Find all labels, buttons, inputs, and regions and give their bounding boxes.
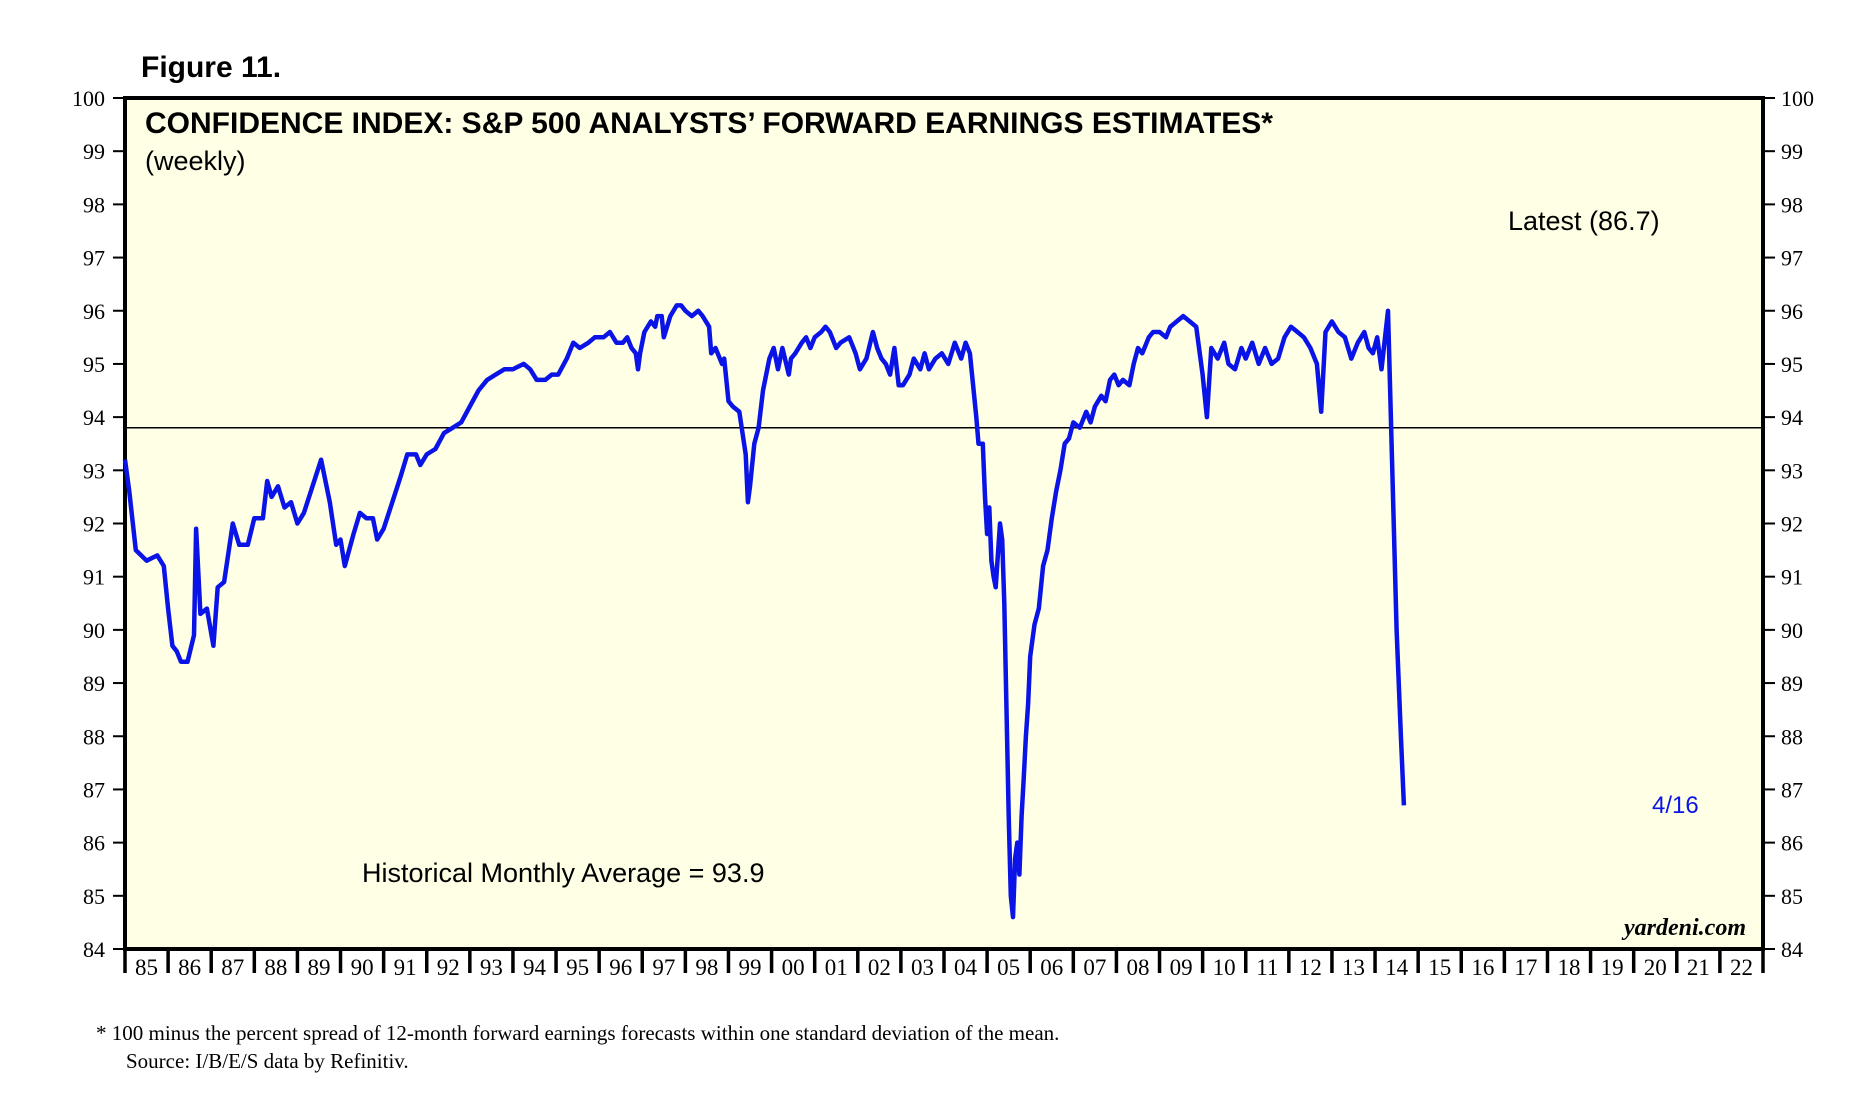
x-tick-label: 09 xyxy=(1170,955,1193,980)
y-tick-label-right: 96 xyxy=(1781,299,1803,324)
y-tick-label-left: 90 xyxy=(83,618,105,643)
x-tick-label: 15 xyxy=(1428,955,1451,980)
footnote-definition: * 100 minus the percent spread of 12-mon… xyxy=(96,1021,1059,1045)
x-tick-label: 14 xyxy=(1385,955,1409,980)
x-tick-label: 07 xyxy=(1083,955,1106,980)
y-tick-label-right: 94 xyxy=(1781,405,1803,430)
y-tick-label-right: 93 xyxy=(1781,458,1803,483)
y-tick-label-right: 95 xyxy=(1781,352,1803,377)
x-tick-label: 91 xyxy=(394,955,417,980)
y-tick-label-right: 91 xyxy=(1781,565,1803,590)
chart-title: CONFIDENCE INDEX: S&P 500 ANALYSTS’ FORW… xyxy=(145,107,1273,140)
y-tick-label-left: 93 xyxy=(83,458,105,483)
y-tick-label-left: 86 xyxy=(83,831,105,856)
x-tick-label: 02 xyxy=(868,955,891,980)
y-tick-label-right: 88 xyxy=(1781,724,1803,749)
y-axis-right: 84 85 86 87 88 89 90 91 92 93 94 95 96 97 98 99 100 xyxy=(1763,86,1814,962)
x-tick-label: 18 xyxy=(1558,955,1581,980)
y-tick-label-left: 87 xyxy=(83,777,105,802)
y-tick-label-right: 98 xyxy=(1781,192,1803,217)
watermark: yardeni.com xyxy=(1621,915,1746,941)
x-tick-label: 04 xyxy=(954,955,978,980)
x-tick-label: 95 xyxy=(566,955,589,980)
x-tick-label: 06 xyxy=(1040,955,1063,980)
y-tick-label-left: 97 xyxy=(83,246,105,271)
x-tick-label: 17 xyxy=(1514,955,1537,980)
y-tick-label-right: 92 xyxy=(1781,512,1803,537)
y-tick-label-left: 100 xyxy=(72,86,105,111)
x-tick-label: 03 xyxy=(911,955,934,980)
y-tick-label-right: 87 xyxy=(1781,777,1803,802)
y-tick-label-right: 84 xyxy=(1781,937,1803,962)
y-tick-label-right: 100 xyxy=(1781,86,1814,111)
y-tick-label-left: 84 xyxy=(83,937,105,962)
x-tick-label: 86 xyxy=(178,955,201,980)
x-tick-label: 99 xyxy=(739,955,762,980)
x-tick-label: 92 xyxy=(437,955,460,980)
x-tick-label: 90 xyxy=(351,955,374,980)
x-tick-label: 89 xyxy=(307,955,330,980)
confidence-index-line xyxy=(122,303,1407,920)
y-tick-label-left: 92 xyxy=(83,512,105,537)
end-date-label: 4/16 xyxy=(1652,792,1699,819)
x-tick-label: 94 xyxy=(523,955,547,980)
y-tick-label-right: 89 xyxy=(1781,671,1803,696)
x-tick-label: 98 xyxy=(695,955,718,980)
x-tick-label: 11 xyxy=(1256,955,1278,980)
chart-subtitle: (weekly) xyxy=(145,146,246,176)
y-axis-left: 84 85 86 87 88 89 90 91 92 93 94 95 96 97 98 99 100 xyxy=(72,86,125,962)
x-tick-label: 01 xyxy=(825,955,848,980)
y-tick-label-left: 94 xyxy=(83,405,105,430)
x-tick-label: 16 xyxy=(1471,955,1494,980)
x-tick-label: 12 xyxy=(1299,955,1322,980)
y-tick-label-right: 99 xyxy=(1781,139,1803,164)
y-tick-label-right: 86 xyxy=(1781,831,1803,856)
average-label: Historical Monthly Average = 93.9 xyxy=(362,858,764,888)
footnote-source: Source: I/B/E/S data by Refinitiv. xyxy=(126,1049,409,1073)
y-tick-label-left: 89 xyxy=(83,671,105,696)
x-tick-label: 13 xyxy=(1342,955,1365,980)
x-tick-label: 85 xyxy=(135,955,158,980)
y-tick-label-left: 99 xyxy=(83,139,105,164)
x-tick-label: 00 xyxy=(782,955,805,980)
x-tick-label: 22 xyxy=(1730,955,1753,980)
x-tick-label: 21 xyxy=(1687,955,1710,980)
x-tick-label: 87 xyxy=(221,955,244,980)
x-tick-label: 93 xyxy=(480,955,503,980)
plot-panel xyxy=(123,96,1765,951)
y-tick-label-left: 88 xyxy=(83,724,105,749)
x-tick-label: 20 xyxy=(1644,955,1667,980)
x-tick-label: 97 xyxy=(652,955,675,980)
x-tick-label: 10 xyxy=(1213,955,1236,980)
y-tick-label-right: 85 xyxy=(1781,884,1803,909)
x-tick-label: 05 xyxy=(997,955,1020,980)
y-tick-label-left: 96 xyxy=(83,299,105,324)
x-tick-label: 19 xyxy=(1601,955,1624,980)
y-tick-label-left: 85 xyxy=(83,884,105,909)
y-tick-label-left: 95 xyxy=(83,352,105,377)
y-tick-label-left: 98 xyxy=(83,192,105,217)
x-axis: 85 86 87 88 89 90 91 92 93 94 95 96 97 98 99 00 01 02 03 04… xyxy=(123,949,1765,980)
x-tick-label: 88 xyxy=(264,955,287,980)
y-tick-label-right: 90 xyxy=(1781,618,1803,643)
y-tick-label-left: 91 xyxy=(83,565,105,590)
x-tick-label: 96 xyxy=(609,955,632,980)
y-tick-label-right: 97 xyxy=(1781,246,1803,271)
x-tick-label: 08 xyxy=(1126,955,1149,980)
figure-label: Figure 11. xyxy=(141,51,281,84)
latest-label: Latest (86.7) xyxy=(1508,206,1660,236)
